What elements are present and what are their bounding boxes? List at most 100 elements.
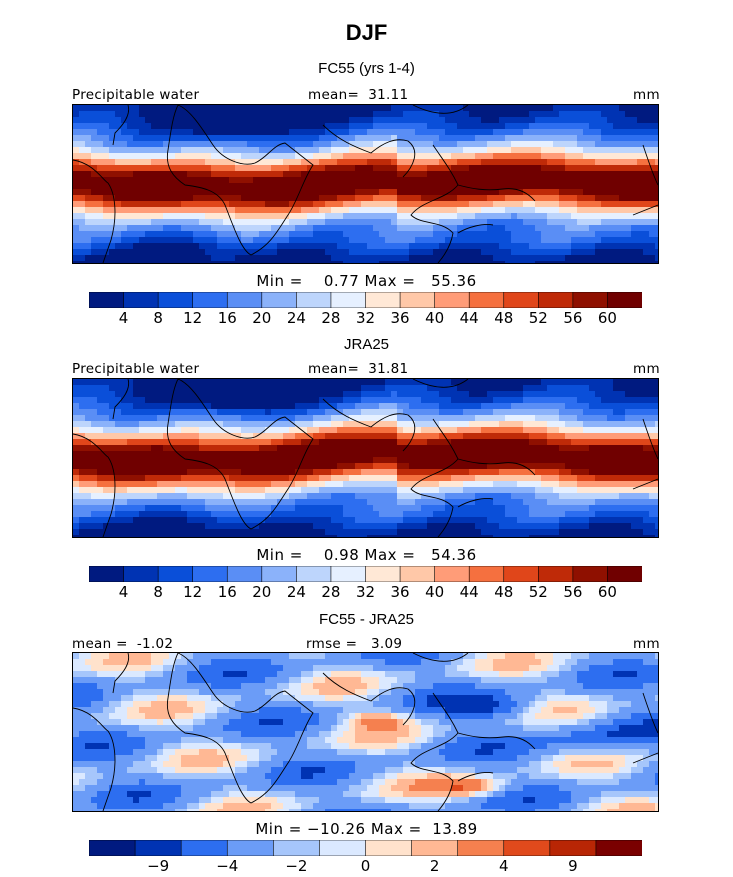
field-cell — [127, 391, 134, 398]
field-cell — [637, 183, 644, 190]
field-cell — [181, 391, 188, 398]
field-cell — [379, 469, 386, 476]
field-cell — [313, 451, 320, 458]
field-cell — [133, 409, 140, 416]
field-cell — [589, 385, 596, 392]
field-cell — [319, 421, 326, 428]
field-cell — [421, 105, 428, 112]
coastline — [73, 159, 116, 263]
field-cell — [139, 219, 146, 226]
field-cell — [553, 511, 560, 518]
field-cell — [157, 397, 164, 404]
field-cell — [547, 451, 554, 458]
field-cell — [601, 409, 608, 416]
field-cell — [301, 421, 308, 428]
field-cell — [181, 135, 188, 142]
field-cell — [217, 105, 224, 112]
field-cell — [463, 243, 470, 250]
field-cell — [151, 105, 158, 112]
field-cell — [577, 385, 584, 392]
colorbar-swatch — [330, 292, 367, 308]
field-cell — [433, 451, 440, 458]
field-cell — [445, 415, 452, 422]
field-cell — [283, 249, 290, 256]
field-cell — [175, 159, 182, 166]
field-cell — [391, 201, 398, 208]
field-cell — [391, 505, 398, 512]
field-cell — [163, 379, 170, 386]
field-cell — [163, 105, 170, 112]
field-cell — [631, 403, 638, 410]
field-cell — [301, 159, 308, 166]
field-cell — [619, 433, 626, 440]
field-cell — [505, 171, 512, 178]
field-cell — [97, 213, 104, 220]
field-cell — [301, 177, 308, 184]
field-cell — [607, 505, 614, 512]
field-cell — [169, 141, 176, 148]
field-cell — [367, 493, 374, 500]
field-cell — [625, 183, 632, 190]
field-cell — [571, 261, 578, 263]
field-cell — [649, 481, 656, 488]
field-cell — [433, 487, 440, 494]
field-cell — [649, 427, 656, 434]
field-cell — [595, 129, 602, 136]
field-cell — [613, 439, 620, 446]
field-cell — [283, 475, 290, 482]
field-cell — [223, 493, 230, 500]
field-cell — [169, 237, 176, 244]
field-cell — [121, 231, 128, 238]
field-cell — [235, 105, 242, 112]
field-cell — [121, 237, 128, 244]
field-cell — [97, 225, 104, 232]
field-cell — [199, 499, 206, 506]
field-cell — [355, 171, 362, 178]
field-cell — [157, 499, 164, 506]
field-cell — [145, 249, 152, 256]
field-cell — [361, 493, 368, 500]
field-cell — [475, 493, 482, 500]
field-cell — [175, 195, 182, 202]
field-cell — [157, 457, 164, 464]
field-cell — [157, 189, 164, 196]
field-cell — [553, 487, 560, 494]
field-cell — [157, 379, 164, 386]
field-cell — [637, 261, 644, 263]
field-cell — [415, 511, 422, 518]
field-cell — [463, 219, 470, 226]
field-cell — [295, 511, 302, 518]
field-cell — [343, 123, 350, 130]
field-cell — [223, 415, 230, 422]
field-cell — [139, 487, 146, 494]
field-cell — [235, 243, 242, 250]
field-cell — [559, 171, 566, 178]
field-cell — [169, 433, 176, 440]
field-cell — [241, 153, 248, 160]
field-cell — [163, 207, 170, 214]
field-cell — [415, 207, 422, 214]
field-cell — [643, 249, 650, 256]
field-cell — [391, 445, 398, 452]
field-cell — [133, 243, 140, 250]
field-cell — [289, 183, 296, 190]
field-cell — [235, 391, 242, 398]
field-cell — [571, 111, 578, 118]
field-cell — [541, 421, 548, 428]
field-cell — [643, 189, 650, 196]
field-cell — [385, 409, 392, 416]
field-cell — [475, 409, 482, 416]
field-cell — [601, 153, 608, 160]
field-cell — [493, 427, 500, 434]
field-cell — [493, 135, 500, 142]
field-cell — [229, 439, 236, 446]
field-cell — [349, 427, 356, 434]
field-cell — [409, 445, 416, 452]
field-cell — [115, 201, 122, 208]
field-cell — [421, 487, 428, 494]
field-cell — [151, 177, 158, 184]
field-cell — [169, 385, 176, 392]
field-cell — [295, 385, 302, 392]
field-cell — [601, 421, 608, 428]
field-cell — [223, 231, 230, 238]
